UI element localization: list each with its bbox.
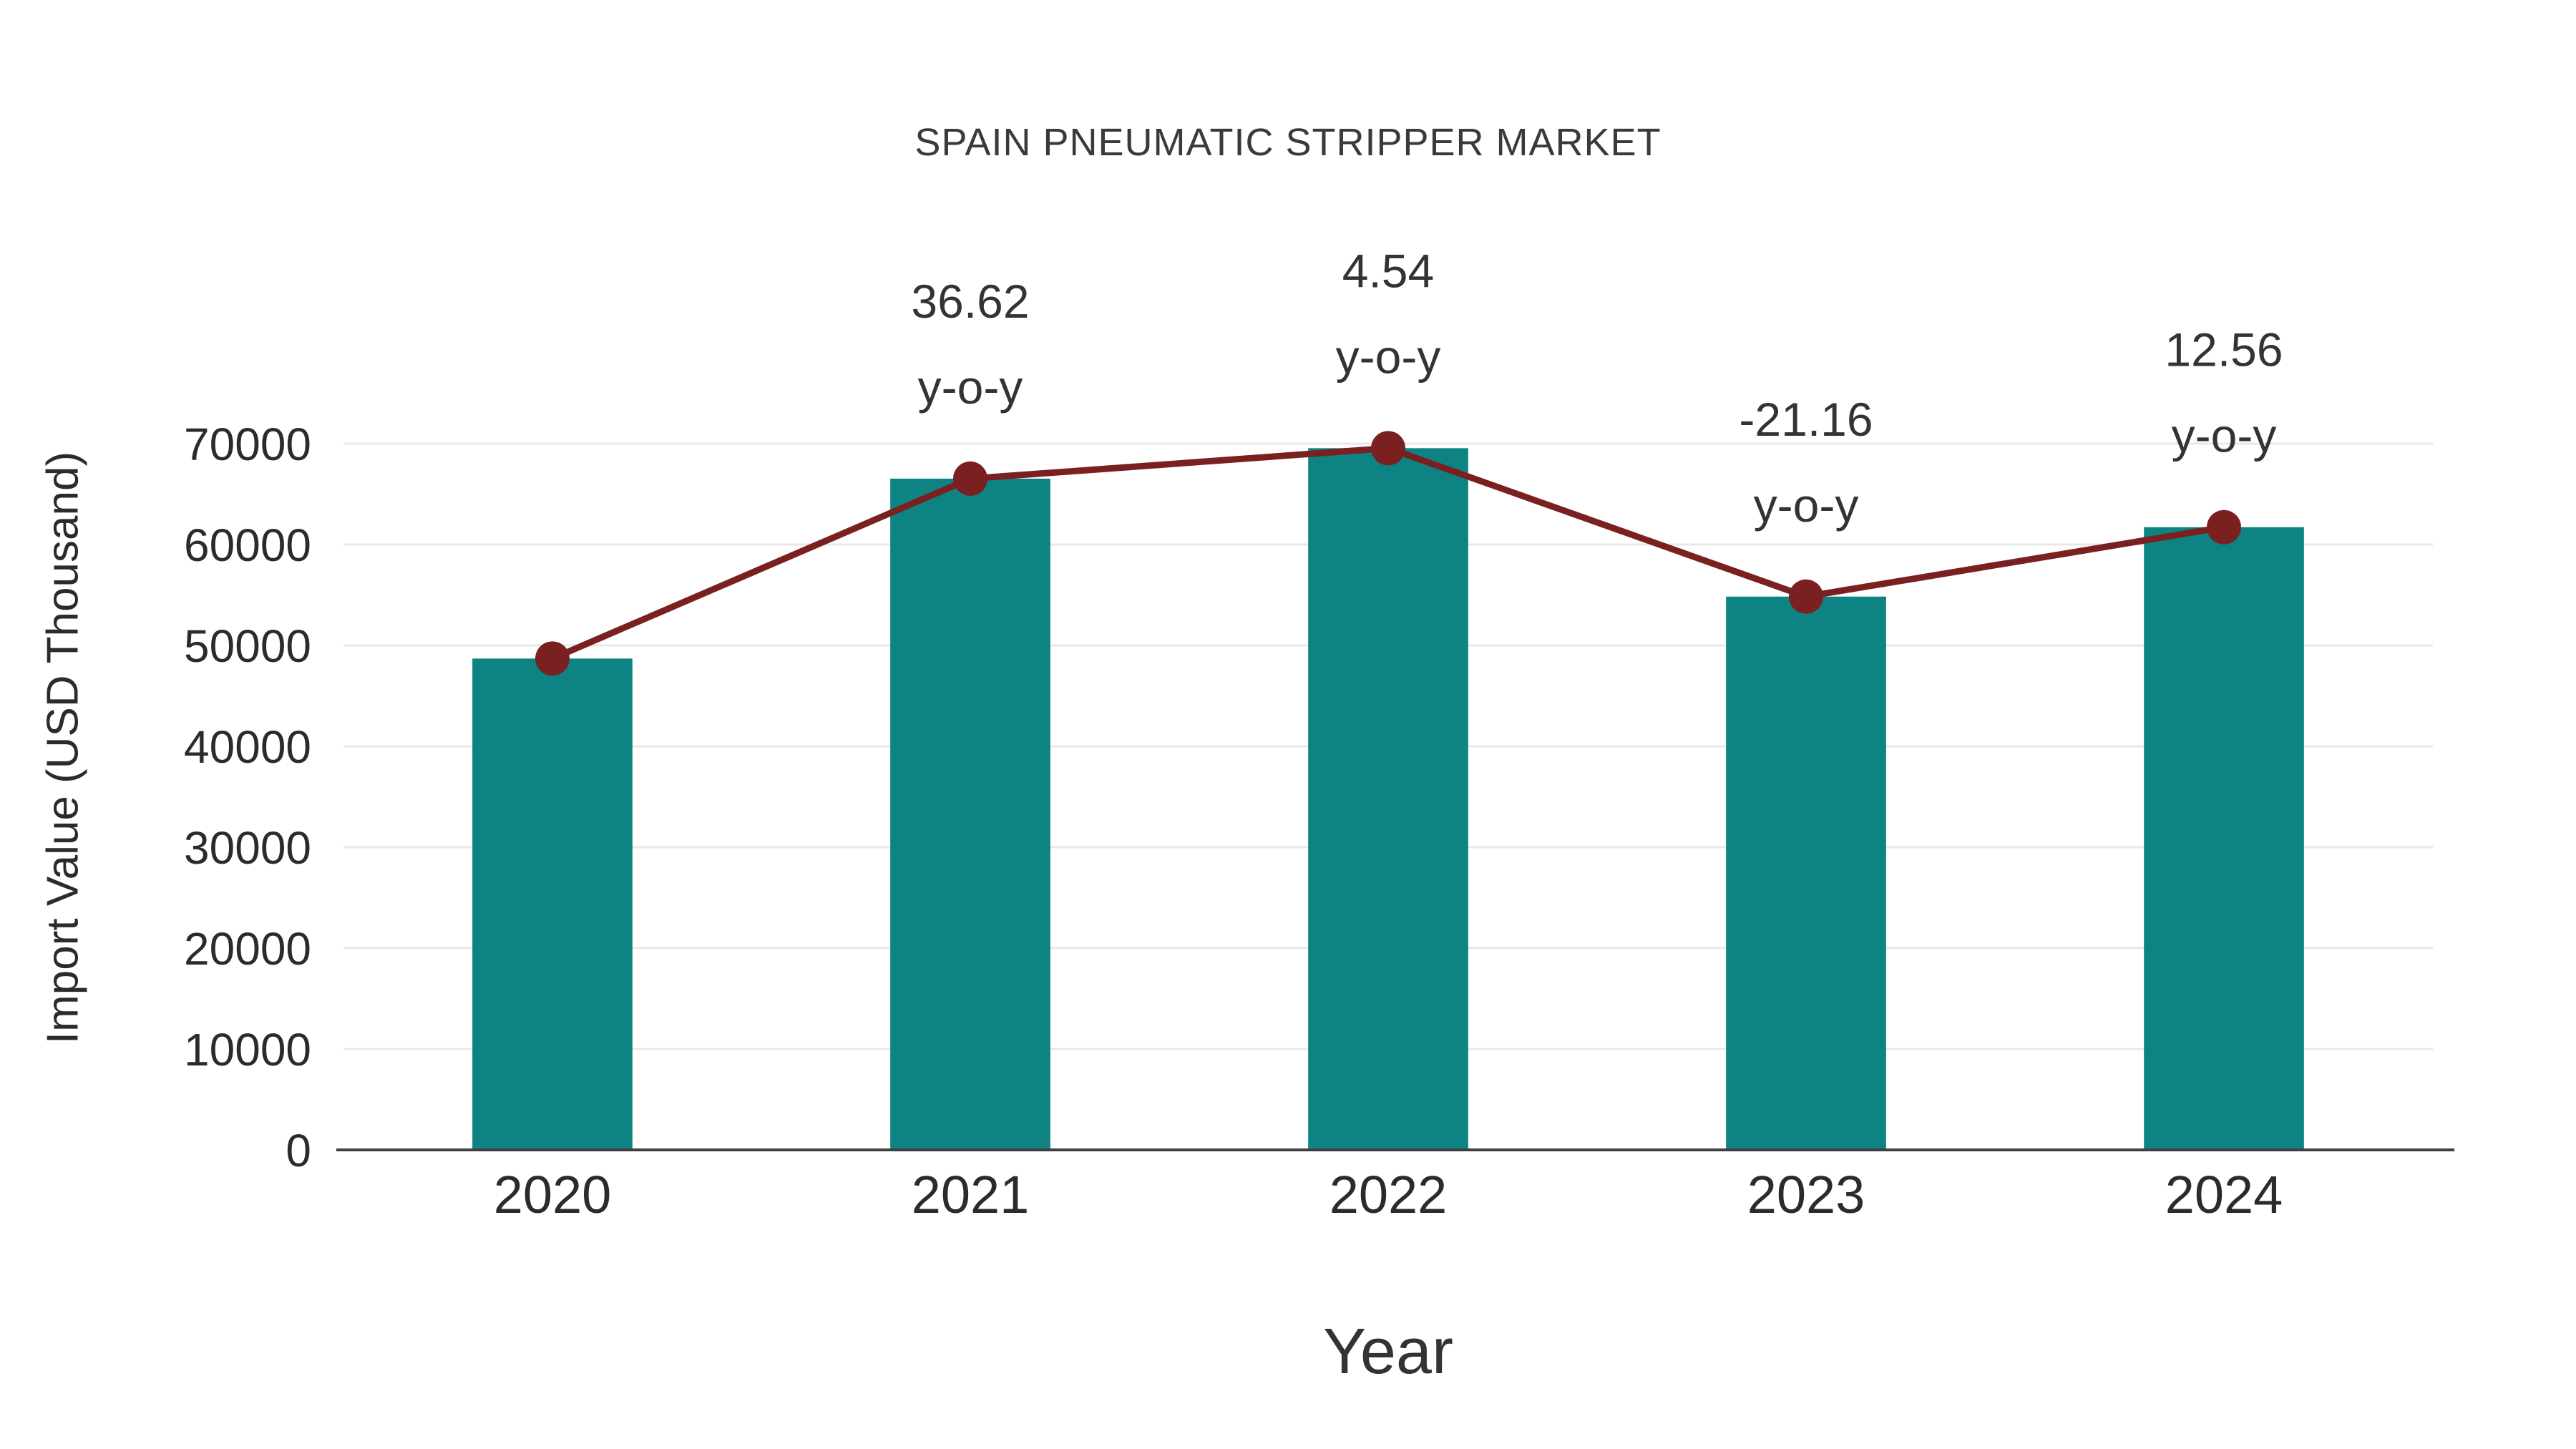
x-category-label: 2023 [1747, 1165, 1865, 1224]
annotation-value-2021: 36.62 [911, 275, 1029, 328]
x-axis-title: Year [1323, 1316, 1453, 1387]
x-category-label: 2022 [1330, 1165, 1448, 1224]
annotation-value-2022: 4.54 [1342, 244, 1434, 297]
x-category-label: 2021 [912, 1165, 1030, 1224]
y-tick-label: 30000 [184, 822, 311, 874]
bar-2024 [2144, 527, 2304, 1150]
y-tick-label: 0 [286, 1125, 311, 1176]
x-category-label: 2024 [2165, 1165, 2283, 1224]
y-tick-label: 50000 [184, 620, 311, 672]
annotation-sublabel-2023: y-o-y [1754, 479, 1859, 532]
annotation-value-2023: -21.16 [1739, 393, 1873, 446]
bar-2023 [1726, 596, 1886, 1150]
trend-marker-2022 [1371, 431, 1405, 466]
y-tick-label: 70000 [184, 419, 311, 470]
chart-title: SPAIN PNEUMATIC STRIPPER MARKET [914, 121, 1662, 164]
trend-marker-2021 [953, 461, 987, 496]
annotation-sublabel-2024: y-o-y [2172, 409, 2277, 462]
trend-marker-2023 [1789, 579, 1823, 614]
annotation-sublabel-2021: y-o-y [918, 361, 1023, 414]
x-category-label: 2020 [494, 1165, 612, 1224]
y-tick-label: 60000 [184, 519, 311, 571]
y-tick-label: 10000 [184, 1024, 311, 1075]
annotation-value-2024: 12.56 [2165, 323, 2283, 376]
bar-2022 [1308, 448, 1468, 1150]
bar-2021 [890, 478, 1050, 1150]
annotation-sublabel-2022: y-o-y [1336, 330, 1441, 383]
trend-marker-2024 [2207, 509, 2241, 545]
bar-2020 [472, 658, 633, 1150]
y-tick-label: 20000 [184, 923, 311, 975]
trend-marker-2020 [535, 641, 570, 676]
y-tick-label: 40000 [184, 721, 311, 773]
